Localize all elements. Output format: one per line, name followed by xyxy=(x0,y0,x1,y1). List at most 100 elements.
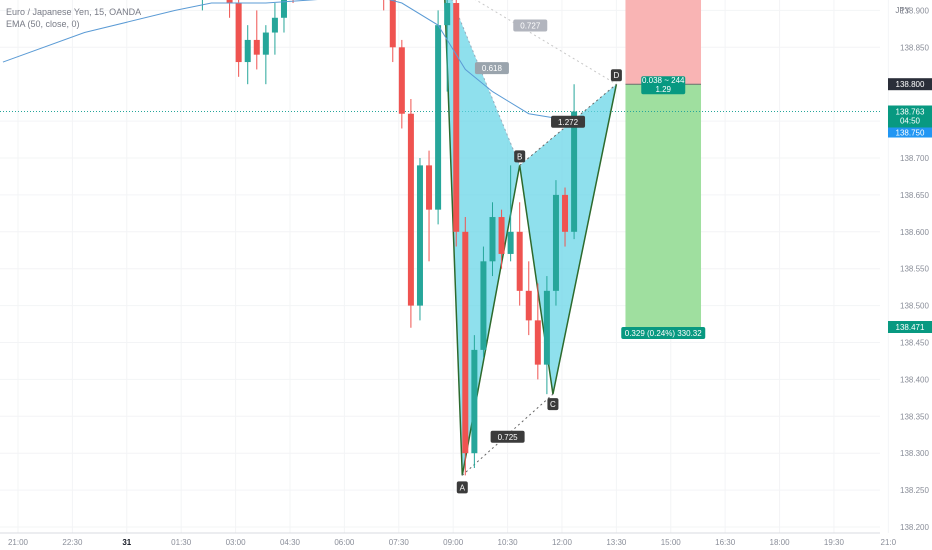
entry-price-tag-bg xyxy=(888,78,932,91)
take-profit-zone xyxy=(625,84,702,328)
candle-down xyxy=(389,0,396,48)
candle-up xyxy=(489,217,496,262)
candle-down xyxy=(407,113,414,306)
time-tick-label: 12:00 xyxy=(552,538,573,547)
price-tick-label: 138.250 xyxy=(900,486,929,495)
position-tool[interactable] xyxy=(0,0,880,328)
last-price-tag: 138.763 xyxy=(896,108,925,117)
point-b-label: B xyxy=(517,152,522,161)
candle-up xyxy=(280,0,287,18)
ratio-xb-label: 0.618 xyxy=(482,64,503,73)
time-tick-label: 21:00 xyxy=(8,538,29,547)
time-tick-label: 04:30 xyxy=(280,538,301,547)
time-axis[interactable]: 21:00 22:30 31 01:30 03:00 04:30 06:00 07:30 09:… xyxy=(0,532,897,547)
price-tick-label: 138.550 xyxy=(900,265,929,274)
candle-up xyxy=(471,349,478,454)
ratio-xd-label: 0.727 xyxy=(520,22,541,31)
chart-title: Euro / Japanese Yen, 15, OANDA xyxy=(6,7,142,17)
ratio-bd-label-bg xyxy=(551,115,586,128)
target-price-tag-bg xyxy=(888,321,932,334)
candle-down xyxy=(426,165,433,210)
point-c-label-bg xyxy=(547,398,559,411)
time-tick-label: 31 xyxy=(122,538,131,547)
harmonic-pattern[interactable] xyxy=(444,0,618,476)
time-tick-label: 21:0 xyxy=(881,538,897,547)
candle-up xyxy=(543,290,550,365)
xb-dotted-line xyxy=(451,0,521,166)
candle-up xyxy=(271,17,278,33)
candle-down xyxy=(562,194,569,232)
price-axis[interactable]: 139.150139.100139.000138.950138.900138.8… xyxy=(888,0,932,532)
ratio-xb-label-bg xyxy=(474,62,509,75)
price-tick-label: 138.700 xyxy=(900,154,929,163)
candle-down xyxy=(453,3,460,232)
ema-indicator-legend[interactable]: EMA (50, close, 0) xyxy=(6,19,80,29)
time-tick-label: 07:30 xyxy=(389,538,410,547)
price-tick-label: 138.650 xyxy=(900,191,929,200)
price-tick-label: 138.200 xyxy=(900,523,929,532)
time-tick-label: 10:30 xyxy=(498,538,519,547)
reward-label-bg xyxy=(621,327,706,340)
point-a-label-bg xyxy=(456,481,468,494)
candle-down xyxy=(525,290,532,321)
price-tick-label: 138.300 xyxy=(900,449,929,458)
last-price-tag-bg xyxy=(888,105,932,128)
candle-up xyxy=(444,3,451,26)
point-b-label-bg xyxy=(514,150,526,163)
candle-up xyxy=(552,194,559,291)
ema-line xyxy=(2,0,575,122)
time-tick-label: 01:30 xyxy=(171,538,192,547)
stop-loss-zone xyxy=(625,0,702,85)
candle-down xyxy=(253,39,260,55)
reward-label: 0.329 (0.24%) 330.32 xyxy=(625,329,702,338)
price-tick-label: 138.450 xyxy=(900,339,929,348)
point-c-label: C xyxy=(550,400,556,409)
candle-up xyxy=(435,25,442,210)
price-tick-label: 138.500 xyxy=(900,302,929,311)
ratio-label-bottom: 1.29 xyxy=(655,85,671,94)
candle-up xyxy=(480,261,487,350)
time-tick-label: 13:30 xyxy=(606,538,627,547)
ratio-label-bg xyxy=(641,76,686,95)
point-d-label-bg xyxy=(610,69,622,82)
target-price-tag: 138.471 xyxy=(896,323,925,332)
chart-grid xyxy=(0,0,889,533)
candle-up xyxy=(244,39,251,63)
candle-down xyxy=(534,320,541,365)
ratio-xd-label-bg xyxy=(513,19,548,32)
time-tick-label: 06:00 xyxy=(334,538,355,547)
candle-down xyxy=(498,217,505,254)
entry-price-tag: 138.800 xyxy=(896,80,925,89)
candlestick-series xyxy=(201,0,578,476)
time-tick-label: 15:00 xyxy=(661,538,682,547)
candle-down xyxy=(516,231,523,291)
price-tick-label: 138.400 xyxy=(900,375,929,384)
bcd-triangle xyxy=(519,84,617,395)
candle-down xyxy=(398,47,405,114)
price-tick-label: 138.600 xyxy=(900,228,929,237)
candle-down xyxy=(226,0,233,4)
currency-label: JPY xyxy=(895,6,910,15)
bd-dotted-line xyxy=(519,83,617,166)
ema-price-tag: 138.750 xyxy=(896,129,925,138)
time-tick-label: 16:30 xyxy=(715,538,736,547)
time-tick-label: 18:00 xyxy=(770,538,791,547)
candle-up xyxy=(262,32,269,55)
candle-up xyxy=(571,111,578,232)
ratio-ac-label: 0.725 xyxy=(498,433,519,442)
xd-dotted-line xyxy=(475,0,617,85)
point-a-label: A xyxy=(460,483,466,492)
ratio-ac-label-bg xyxy=(490,430,525,443)
ema-line-group xyxy=(2,0,575,122)
candle-down xyxy=(235,3,242,63)
price-tick-label: 138.350 xyxy=(900,412,929,421)
bar-countdown: 04:50 xyxy=(900,117,921,126)
price-tick-label: 138.850 xyxy=(900,43,929,52)
time-tick-label: 03:00 xyxy=(226,538,247,547)
time-tick-label: 19:30 xyxy=(824,538,845,547)
price-tick-label: 138.900 xyxy=(900,6,929,15)
candle-up xyxy=(416,165,423,306)
ratio-label-top: 0.038 ~ 244 xyxy=(642,76,685,85)
